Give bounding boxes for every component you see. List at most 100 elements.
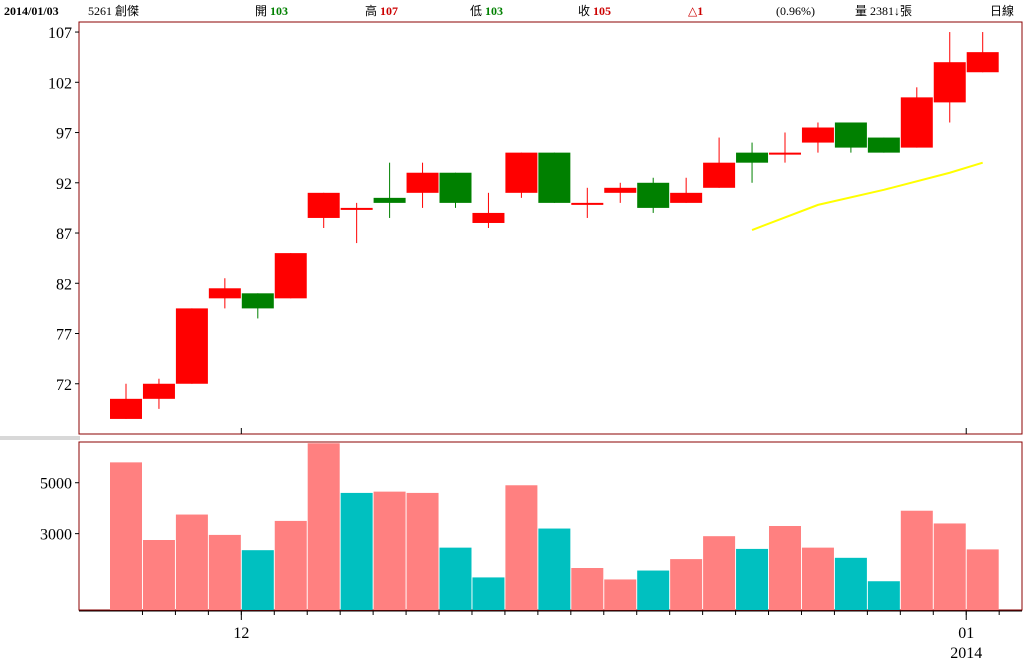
candlestick: [142, 378, 175, 409]
candlestick: [373, 162, 406, 218]
volume-bar: [571, 568, 604, 610]
volume-arrow-icon: ↓: [894, 4, 901, 18]
change-value: 1: [697, 4, 704, 18]
candlestick: [933, 32, 966, 123]
candle-body: [867, 137, 900, 153]
volume-value: 2381: [870, 4, 895, 18]
candle-body: [241, 293, 274, 309]
candle-body: [406, 172, 439, 193]
volume-bar: [505, 485, 538, 610]
candlestick: [703, 137, 736, 188]
panel-separator: [0, 436, 80, 440]
x-tick-label: 12: [233, 625, 249, 642]
low-label: 低: [470, 4, 483, 18]
high-value: 107: [380, 4, 399, 18]
close-value: 105: [593, 4, 612, 18]
volume-bar: [538, 528, 571, 610]
price-tick-label: 77: [56, 327, 72, 344]
candlestick: [604, 182, 637, 203]
candle-body: [933, 62, 966, 103]
volume-bar: [142, 540, 175, 610]
volume-bar: [637, 570, 670, 610]
volume-bar: [670, 559, 703, 610]
candlestick: [406, 162, 439, 208]
candle-body: [637, 182, 670, 208]
candle-body: [604, 187, 637, 193]
price-tick-label: 107: [48, 25, 72, 42]
candlestick: [571, 187, 604, 218]
candle-body: [373, 197, 406, 203]
candle-body: [142, 383, 175, 399]
candlestick: [175, 308, 208, 384]
price-tick-label: 97: [56, 126, 72, 143]
volume-label: 量: [855, 4, 868, 18]
candle-body: [670, 192, 703, 203]
candlestick: [307, 192, 340, 228]
volume-bar: [604, 579, 637, 610]
open-value: 103: [270, 4, 289, 18]
volume-bar: [736, 548, 769, 610]
price-tick-label: 72: [56, 377, 72, 394]
quote-header: 2014/01/03 5261 創傑 開 103 高 107 低 103 收 1…: [0, 0, 1024, 22]
candle-body: [703, 162, 736, 188]
x-tick-label: 01: [958, 625, 974, 642]
volume-bar: [241, 550, 274, 610]
candlestick: [867, 137, 900, 153]
open-label: 開: [255, 4, 268, 18]
volume-bar: [373, 491, 406, 610]
candlestick: [736, 142, 769, 183]
close-price: 收 105: [578, 0, 611, 22]
price-panel-frame: [78, 21, 1023, 435]
change-triangle-icon: △: [688, 4, 698, 18]
change-percent: (0.96%): [776, 4, 815, 18]
candlestick: [472, 192, 505, 228]
price-tick-label: 92: [56, 176, 72, 193]
quote-date: 2014/01/03: [4, 4, 59, 18]
price-tick-label: 82: [56, 276, 72, 293]
close-label: 收: [578, 4, 591, 18]
volume-bar: [340, 492, 373, 610]
candlestick: [670, 177, 703, 203]
volume: 量 2381↓張: [855, 0, 912, 22]
volume-bar: [439, 547, 472, 610]
candle-body: [472, 212, 505, 223]
candle-body: [736, 152, 769, 163]
candlestick: [505, 152, 538, 198]
candlestick: [637, 177, 670, 213]
candle-body: [505, 152, 538, 193]
candle-body: [439, 172, 472, 203]
price-tick-label: 87: [56, 226, 72, 243]
volume-tick-label: 3000: [40, 527, 72, 544]
volume-panel: 3000 5000: [40, 441, 1023, 611]
candlestick: [900, 87, 933, 148]
candle-body: [110, 398, 142, 419]
candle-body: [900, 97, 933, 148]
candle-body: [307, 192, 340, 218]
candle-body: [208, 288, 241, 299]
candle-body: [834, 122, 867, 148]
candlestick: [208, 278, 241, 309]
volume-bar: [274, 520, 307, 610]
candlestick: [834, 122, 867, 153]
volume-bar: [801, 547, 834, 610]
volume-bar: [769, 526, 801, 610]
candle-body: [340, 207, 373, 210]
volume-bar: [900, 510, 933, 610]
volume-bar: [703, 536, 736, 610]
low-price: 低 103: [470, 0, 503, 22]
candlestick: [241, 293, 274, 319]
candlestick: [769, 132, 801, 163]
price-panel: 72 77 82 87 92 97 102 107: [48, 21, 1023, 435]
candle-body: [571, 202, 604, 205]
volume-unit: 張: [900, 4, 913, 18]
volume-bar: [208, 534, 241, 610]
candle-body: [966, 52, 999, 73]
volume-bar: [110, 462, 142, 610]
x-axis: 12 01 2014: [79, 610, 1022, 662]
high-label: 高: [365, 4, 378, 18]
volume-bar: [834, 557, 867, 610]
period-label: 日線: [990, 4, 1015, 18]
low-value: 103: [485, 4, 504, 18]
candlestick: [110, 383, 142, 419]
